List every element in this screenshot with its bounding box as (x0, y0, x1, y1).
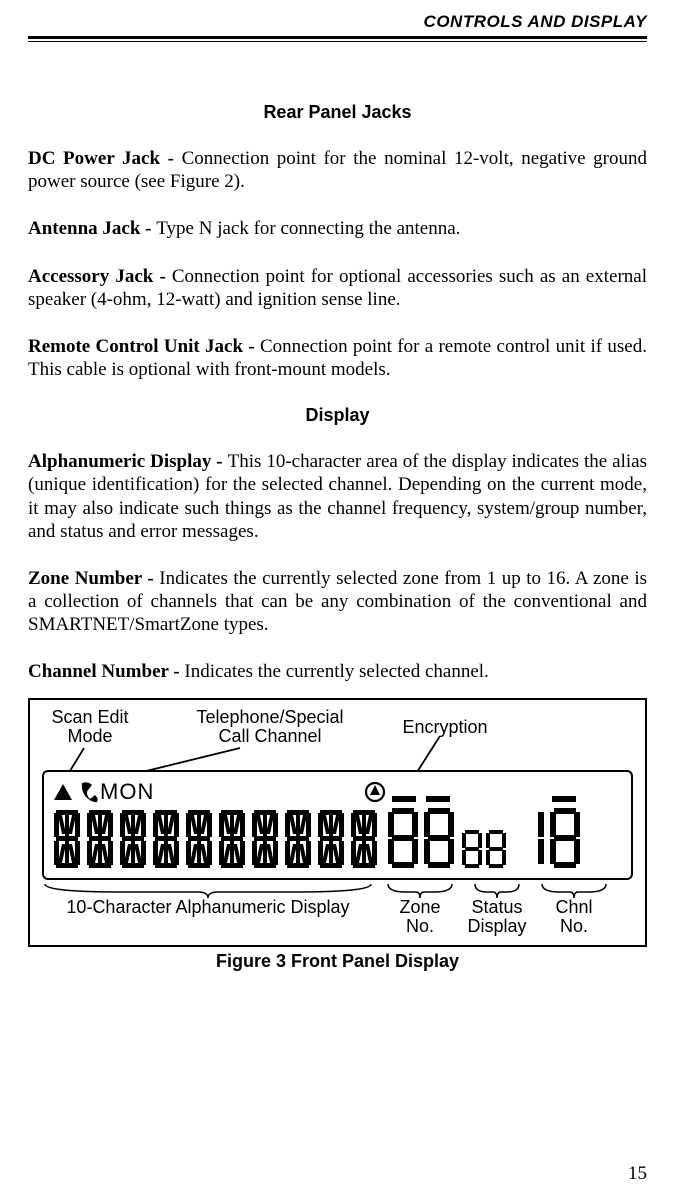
callout-chnl-no: Chnl No. (555, 897, 592, 937)
lcd-panel: MON (42, 770, 633, 880)
display-title: Display (28, 405, 647, 426)
lcd-digit-row (52, 796, 623, 870)
rcu-para: Remote Control Unit Jack - Connection po… (28, 335, 647, 381)
figure-3-box: Scan Edit Mode Telephone/Special Call Ch… (28, 698, 647, 948)
chnl-digits (512, 796, 582, 870)
alpha-segments (52, 808, 382, 870)
zone-lead: Zone Number - (28, 568, 159, 589)
callout-encryption: Encryption (390, 718, 500, 738)
status-digits (460, 820, 508, 870)
chnl-lead: Channel Number - (28, 661, 184, 682)
header-rule-thick (28, 36, 647, 39)
callout-zone-no: Zone No. (399, 897, 440, 937)
antenna-para: Antenna Jack - Type N jack for connectin… (28, 217, 647, 240)
accessory-para: Accessory Jack - Connection point for op… (28, 265, 647, 311)
callout-telephone-special: Telephone/Special Call Channel (180, 708, 360, 748)
page-content: Rear Panel Jacks DC Power Jack - Connect… (28, 102, 647, 972)
antenna-body: Type N jack for connecting the antenna. (156, 218, 460, 239)
chnl-body: Indicates the currently selected channel… (184, 661, 488, 682)
chnl-para: Channel Number - Indicates the currently… (28, 660, 647, 683)
figure-top-callouts: Scan Edit Mode Telephone/Special Call Ch… (40, 708, 635, 770)
rear-panel-title: Rear Panel Jacks (28, 102, 647, 123)
header-rule-thin (28, 41, 647, 42)
callout-scan-edit: Scan Edit Mode (40, 708, 140, 748)
rcu-lead: Remote Control Unit Jack - (28, 336, 260, 357)
section-header: CONTROLS AND DISPLAY (28, 12, 647, 36)
dc-power-para: DC Power Jack - Connection point for the… (28, 147, 647, 193)
zone-para: Zone Number - Indicates the currently se… (28, 567, 647, 637)
brace-chnl (540, 882, 608, 898)
brace-status (473, 882, 521, 898)
alpha-para: Alphanumeric Display - This 10-character… (28, 450, 647, 543)
figure-bottom-callouts: 10-Character Alphanumeric Display Zone N… (40, 882, 635, 938)
zone-digits (386, 796, 456, 870)
accessory-lead: Accessory Jack - (28, 266, 172, 287)
alpha-lead: Alphanumeric Display - (28, 451, 228, 472)
page-number: 15 (628, 1163, 647, 1185)
callout-status-display: Status Display (467, 897, 526, 937)
brace-alpha (43, 882, 373, 898)
antenna-lead: Antenna Jack - (28, 218, 156, 239)
callout-alpha10: 10-Character Alphanumeric Display (66, 897, 349, 917)
dc-power-lead: DC Power Jack - (28, 148, 182, 169)
brace-zone (386, 882, 454, 898)
figure-caption: Figure 3 Front Panel Display (28, 951, 647, 972)
